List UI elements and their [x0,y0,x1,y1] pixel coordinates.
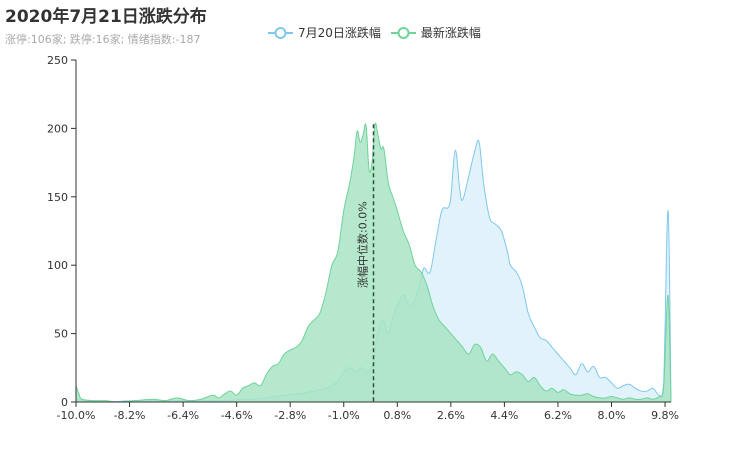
series-line-1 [75,122,672,403]
legend-item-prev[interactable]: 7月20日涨跌幅 [268,24,381,41]
legend-line-circle-icon [390,26,416,39]
x-tick-label: -2.8% [274,409,306,422]
y-tick-label: 150 [47,191,68,204]
x-tick-label: 6.2% [544,409,572,422]
x-tick-label: 0.8% [383,409,411,422]
legend-item-latest[interactable]: 最新涨跌幅 [390,24,481,41]
x-tick-label: 4.4% [490,409,518,422]
x-tick-label: -10.0% [57,409,96,422]
chart-title: 2020年7月21日涨跌分布 [5,7,207,27]
x-tick-label: 9.8% [651,409,679,422]
y-tick-label: 100 [47,259,68,272]
x-tick-label: -6.4% [167,409,199,422]
x-tick-label: -4.6% [221,409,253,422]
series-area-1 [76,123,671,402]
legend-line-circle-icon [268,26,293,39]
y-tick-label: 0 [61,396,68,409]
series-area-0 [76,140,671,402]
series-latest [75,122,672,403]
median-mark-label: 涨幅中位数:0.0% [356,201,370,288]
legend-label-latest: 最新涨跌幅 [420,26,481,40]
y-tick-label: 50 [54,328,68,341]
x-tick-label: 8.0% [598,409,626,422]
legend-label-prev: 7月20日涨跌幅 [298,26,381,40]
y-tick-label: 200 [47,122,68,135]
y-tick-label: 250 [47,54,68,67]
x-tick-label: 2.6% [437,409,465,422]
chart-legend: 7月20日涨跌幅 最新涨跌幅 [268,24,491,41]
x-tick-label: -8.2% [114,409,146,422]
chart-subtitle: 涨停:106家; 跌停:16家; 情绪指数:-187 [5,33,201,46]
x-tick-label: -1.0% [328,409,360,422]
